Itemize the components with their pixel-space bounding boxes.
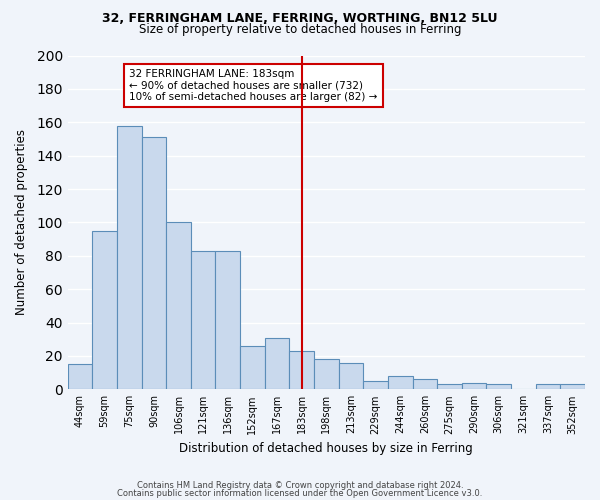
Bar [92, 230, 117, 390]
Bar [536, 384, 560, 390]
Bar [462, 382, 487, 390]
Bar [560, 384, 585, 390]
Text: Contains HM Land Registry data © Crown copyright and database right 2024.: Contains HM Land Registry data © Crown c… [137, 481, 463, 490]
X-axis label: Distribution of detached houses by size in Ferring: Distribution of detached houses by size … [179, 442, 473, 455]
Text: 32 FERRINGHAM LANE: 183sqm
← 90% of detached houses are smaller (732)
10% of sem: 32 FERRINGHAM LANE: 183sqm ← 90% of deta… [129, 69, 377, 102]
Bar [215, 251, 240, 390]
Bar [240, 346, 265, 390]
Y-axis label: Number of detached properties: Number of detached properties [15, 130, 28, 316]
Bar [487, 384, 511, 390]
Text: Contains public sector information licensed under the Open Government Licence v3: Contains public sector information licen… [118, 488, 482, 498]
Text: Size of property relative to detached houses in Ferring: Size of property relative to detached ho… [139, 22, 461, 36]
Bar [437, 384, 462, 390]
Bar [191, 251, 215, 390]
Bar [388, 376, 413, 390]
Bar [166, 222, 191, 390]
Bar [289, 351, 314, 390]
Bar [68, 364, 92, 390]
Bar [265, 338, 289, 390]
Bar [338, 362, 363, 390]
Bar [117, 126, 142, 390]
Bar [363, 381, 388, 390]
Bar [142, 138, 166, 390]
Bar [314, 360, 338, 390]
Bar [413, 380, 437, 390]
Text: 32, FERRINGHAM LANE, FERRING, WORTHING, BN12 5LU: 32, FERRINGHAM LANE, FERRING, WORTHING, … [102, 12, 498, 26]
